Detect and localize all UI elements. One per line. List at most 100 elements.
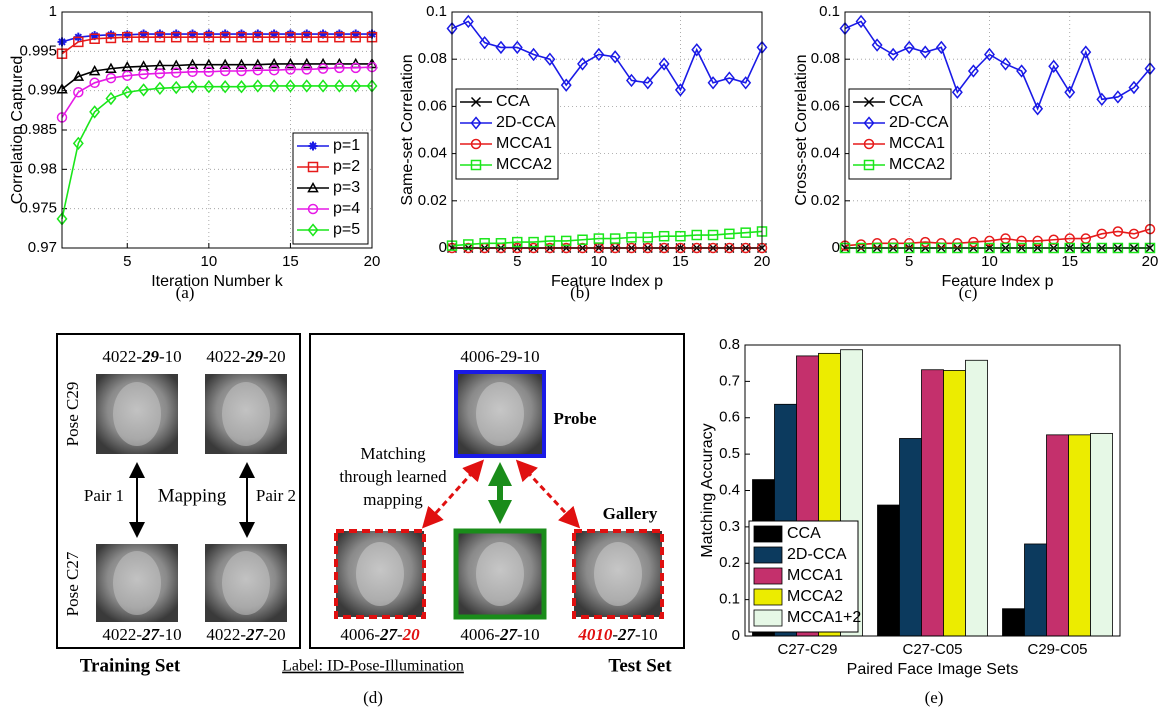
- legend-box: [292, 132, 369, 245]
- marker-shape: [219, 65, 231, 77]
- marker-shape: [863, 138, 875, 150]
- legend: CCA 2D-CCA MCCA1 MCCA2 MCCA1+2: [748, 520, 861, 633]
- legend-label: CCA: [496, 93, 530, 110]
- marker: [967, 64, 979, 78]
- marker: [334, 31, 345, 43]
- bar: [921, 369, 944, 637]
- matching-label: Matching: [360, 444, 426, 463]
- marker-shape: [307, 181, 319, 193]
- marker: [252, 31, 264, 43]
- x-tick-label: 10: [590, 253, 607, 270]
- marker-shape: [863, 159, 875, 171]
- marker: [122, 70, 133, 81]
- face-image: [453, 528, 547, 620]
- x-tick-label: C27-C29: [777, 641, 837, 658]
- marker: [236, 80, 247, 94]
- marker: [479, 35, 491, 50]
- marker-shape: [170, 31, 182, 43]
- marker: [106, 30, 116, 40]
- line: [61, 66, 373, 118]
- legend: p=1 p=2 p=3 p=4 p=5: [292, 132, 369, 245]
- marker-shape: [122, 31, 133, 43]
- marker-shape: [187, 66, 198, 78]
- marker-shape: [470, 138, 482, 150]
- legend-label: 2D-CCA: [496, 114, 556, 131]
- marker: [724, 228, 735, 240]
- marker-shape: [89, 105, 101, 119]
- marker-shape: [300, 57, 313, 69]
- marker-shape: [252, 64, 264, 76]
- marker-shape: [186, 58, 199, 70]
- marker: [138, 68, 149, 80]
- marker: [219, 58, 231, 70]
- marker: [593, 47, 605, 62]
- marker-shape: [155, 29, 165, 39]
- marker: [138, 31, 149, 43]
- marker-shape: [951, 85, 963, 99]
- marker: [154, 31, 166, 43]
- marker: [301, 79, 313, 93]
- marker: [334, 29, 344, 39]
- marker-shape: [171, 29, 181, 39]
- face-image: [334, 529, 426, 619]
- marker-shape: [642, 232, 654, 243]
- marker: [122, 30, 132, 40]
- marker-shape: [470, 116, 482, 130]
- marker: [528, 47, 540, 62]
- marker-shape: [1112, 90, 1124, 104]
- marker-shape: [308, 141, 318, 151]
- marker-shape: [154, 68, 166, 79]
- marker: [252, 58, 264, 70]
- marker-shape: [674, 83, 686, 97]
- marker-shape: [268, 79, 280, 93]
- marker: [350, 79, 362, 93]
- marker-shape: [252, 31, 264, 43]
- marker-shape: [317, 63, 329, 74]
- marker-shape: [544, 235, 556, 247]
- marker-shape: [626, 232, 637, 243]
- marker-shape: [333, 79, 345, 93]
- caption: (e): [925, 688, 944, 707]
- y-tick-label: 0.06: [811, 97, 840, 114]
- plot-frame: [61, 11, 373, 249]
- marker: [1032, 235, 1043, 247]
- marker: [302, 29, 312, 39]
- probe-label: Probe: [553, 409, 597, 428]
- marker: [186, 58, 199, 70]
- legend-label: MCCA1: [889, 135, 945, 152]
- legend-label: MCCA2: [496, 156, 552, 173]
- marker-shape: [219, 58, 231, 70]
- pair-label: Pair 2: [256, 486, 296, 505]
- marker: [919, 45, 931, 59]
- marker: [138, 83, 150, 97]
- marker-shape: [236, 65, 247, 77]
- marker: [1048, 59, 1060, 73]
- test-box: [309, 333, 685, 649]
- marker: [691, 229, 702, 241]
- y-tick-label: 0.06: [418, 97, 447, 114]
- bar: [1002, 608, 1025, 637]
- marker-shape: [642, 76, 654, 90]
- x-tick-label: 20: [1142, 253, 1158, 270]
- marker-shape: [528, 47, 540, 62]
- marker: [723, 71, 735, 85]
- marker-shape: [871, 38, 883, 52]
- face-label: 4022-29-10: [102, 347, 181, 366]
- marker-shape: [1064, 85, 1076, 99]
- marker-shape: [284, 57, 297, 69]
- legend-label: MCCA2: [787, 588, 843, 605]
- y-tick-label: 0.04: [811, 145, 840, 162]
- marker-shape: [1032, 102, 1044, 116]
- marker-shape: [1016, 64, 1028, 78]
- marker: [170, 67, 182, 78]
- y-tick-label: 0.995: [19, 42, 57, 59]
- y-tick-label: 1: [49, 3, 57, 20]
- x-tick-label: 5: [513, 253, 521, 270]
- marker: [560, 235, 572, 247]
- marker: [285, 31, 296, 43]
- marker: [593, 233, 605, 244]
- x-axis-label: Iteration Number k: [151, 273, 284, 290]
- marker: [307, 181, 319, 193]
- legend-label: MCCA1: [787, 567, 843, 584]
